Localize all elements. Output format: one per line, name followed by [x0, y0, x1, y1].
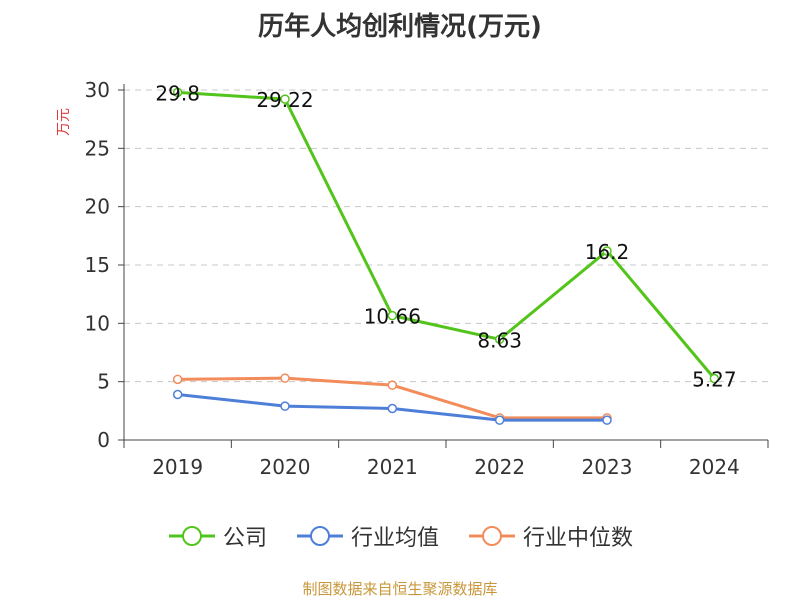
legend-marker	[309, 526, 330, 546]
legend-marker	[181, 526, 202, 546]
x-tick-label: 2021	[367, 455, 418, 479]
data-point	[280, 94, 290, 104]
legend-swatch	[469, 526, 515, 546]
chart-legend: 公司 行业均值 行业中位数	[0, 520, 800, 552]
y-tick-label: 20	[85, 195, 110, 219]
y-tick-label: 10	[85, 311, 110, 335]
chart-title: 历年人均创利情况(万元)	[258, 12, 542, 42]
legend-item[interactable]: 公司	[167, 520, 267, 552]
data-point	[280, 401, 290, 411]
data-point	[280, 373, 290, 383]
legend-label: 公司	[222, 526, 267, 551]
data-label: 29.8	[155, 81, 200, 105]
data-point	[172, 374, 183, 385]
y-tick-label: 25	[85, 136, 110, 160]
legend-swatch	[168, 526, 215, 546]
data-point	[494, 334, 505, 345]
data-label: 5.27	[692, 368, 737, 392]
data-point	[387, 310, 398, 321]
y-tick-label: 15	[85, 253, 110, 277]
data-label: 29.22	[256, 88, 313, 112]
y-tick-label: 30	[85, 78, 110, 102]
data-label: 16.2	[585, 240, 630, 264]
series-line	[177, 90, 716, 380]
x-tick-label: 2019	[152, 455, 203, 479]
data-point	[172, 389, 183, 400]
legend-marker	[482, 526, 502, 546]
y-tick-label: 5	[97, 370, 110, 394]
source-note: 制图数据来自恒生聚源数据库	[302, 580, 498, 598]
data-point	[387, 403, 398, 414]
y-axis-label: 万元	[56, 108, 72, 136]
y-tick-label: 0	[97, 428, 110, 452]
legend-item[interactable]: 行业均值	[295, 520, 439, 552]
x-tick-label: 2024	[689, 455, 740, 479]
data-point	[709, 373, 720, 384]
data-point	[172, 87, 183, 98]
data-point	[494, 415, 505, 425]
data-label: 10.66	[364, 305, 421, 329]
data-point	[602, 415, 612, 425]
legend-label: 行业中位数	[523, 526, 634, 551]
data-point	[387, 380, 398, 390]
legend-label: 行业均值	[350, 526, 439, 551]
data-label: 8.63	[477, 328, 522, 352]
x-tick-label: 2022	[474, 455, 525, 479]
legend-swatch	[296, 526, 343, 546]
x-tick-label: 2020	[260, 455, 311, 479]
legend-item[interactable]: 行业中位数	[467, 520, 633, 552]
data-point	[602, 246, 612, 256]
x-tick-label: 2023	[582, 455, 633, 479]
